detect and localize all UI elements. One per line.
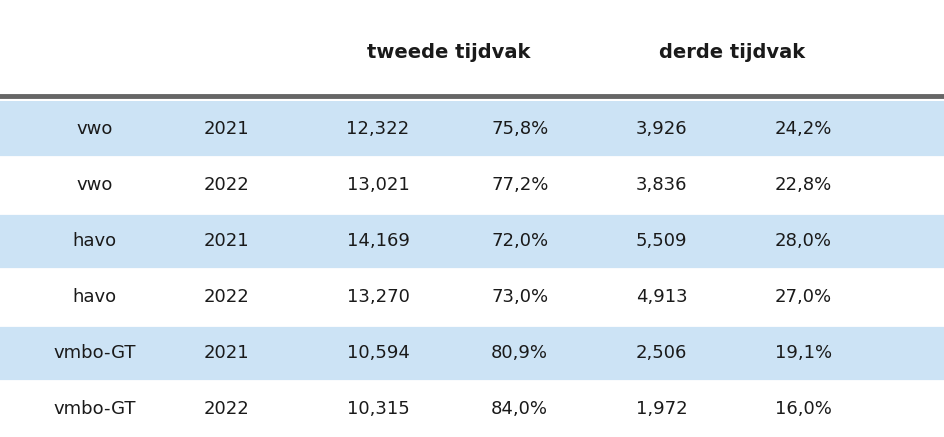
Text: 16,0%: 16,0% xyxy=(774,400,831,418)
Text: 84,0%: 84,0% xyxy=(491,400,548,418)
Text: vwo: vwo xyxy=(76,120,112,138)
Text: vwo: vwo xyxy=(76,176,112,194)
Text: havo: havo xyxy=(73,232,116,250)
Text: 2022: 2022 xyxy=(204,176,249,194)
Text: 77,2%: 77,2% xyxy=(491,176,548,194)
Text: derde tijdvak: derde tijdvak xyxy=(659,43,804,62)
Text: 2,506: 2,506 xyxy=(635,344,686,362)
Text: 73,0%: 73,0% xyxy=(491,288,548,306)
Text: 2022: 2022 xyxy=(204,400,249,418)
Text: 22,8%: 22,8% xyxy=(774,176,831,194)
Text: tweede tijdvak: tweede tijdvak xyxy=(367,43,530,62)
Text: 2022: 2022 xyxy=(204,288,249,306)
Text: havo: havo xyxy=(73,288,116,306)
Text: 10,594: 10,594 xyxy=(346,344,409,362)
Text: vmbo-GT: vmbo-GT xyxy=(53,344,136,362)
Bar xyxy=(0,381,944,437)
Text: 80,9%: 80,9% xyxy=(491,344,548,362)
Text: 12,322: 12,322 xyxy=(346,120,409,138)
Text: 2021: 2021 xyxy=(204,232,249,250)
Bar xyxy=(0,101,944,156)
Text: 3,836: 3,836 xyxy=(635,176,686,194)
Text: 75,8%: 75,8% xyxy=(491,120,548,138)
Bar xyxy=(0,213,944,269)
Text: 13,021: 13,021 xyxy=(346,176,409,194)
Bar xyxy=(0,156,944,213)
Text: 2021: 2021 xyxy=(204,120,249,138)
Text: 72,0%: 72,0% xyxy=(491,232,548,250)
Text: 3,926: 3,926 xyxy=(635,120,686,138)
Text: 24,2%: 24,2% xyxy=(774,120,831,138)
Text: 4,913: 4,913 xyxy=(635,288,686,306)
Text: 19,1%: 19,1% xyxy=(774,344,831,362)
Text: vmbo-GT: vmbo-GT xyxy=(53,400,136,418)
Text: 2021: 2021 xyxy=(204,344,249,362)
Text: 14,169: 14,169 xyxy=(346,232,409,250)
Text: 1,972: 1,972 xyxy=(635,400,686,418)
Text: 28,0%: 28,0% xyxy=(774,232,831,250)
Text: 10,315: 10,315 xyxy=(346,400,409,418)
Text: 13,270: 13,270 xyxy=(346,288,409,306)
Text: 5,509: 5,509 xyxy=(635,232,686,250)
Bar xyxy=(0,325,944,381)
Text: 27,0%: 27,0% xyxy=(774,288,831,306)
Bar xyxy=(0,269,944,325)
